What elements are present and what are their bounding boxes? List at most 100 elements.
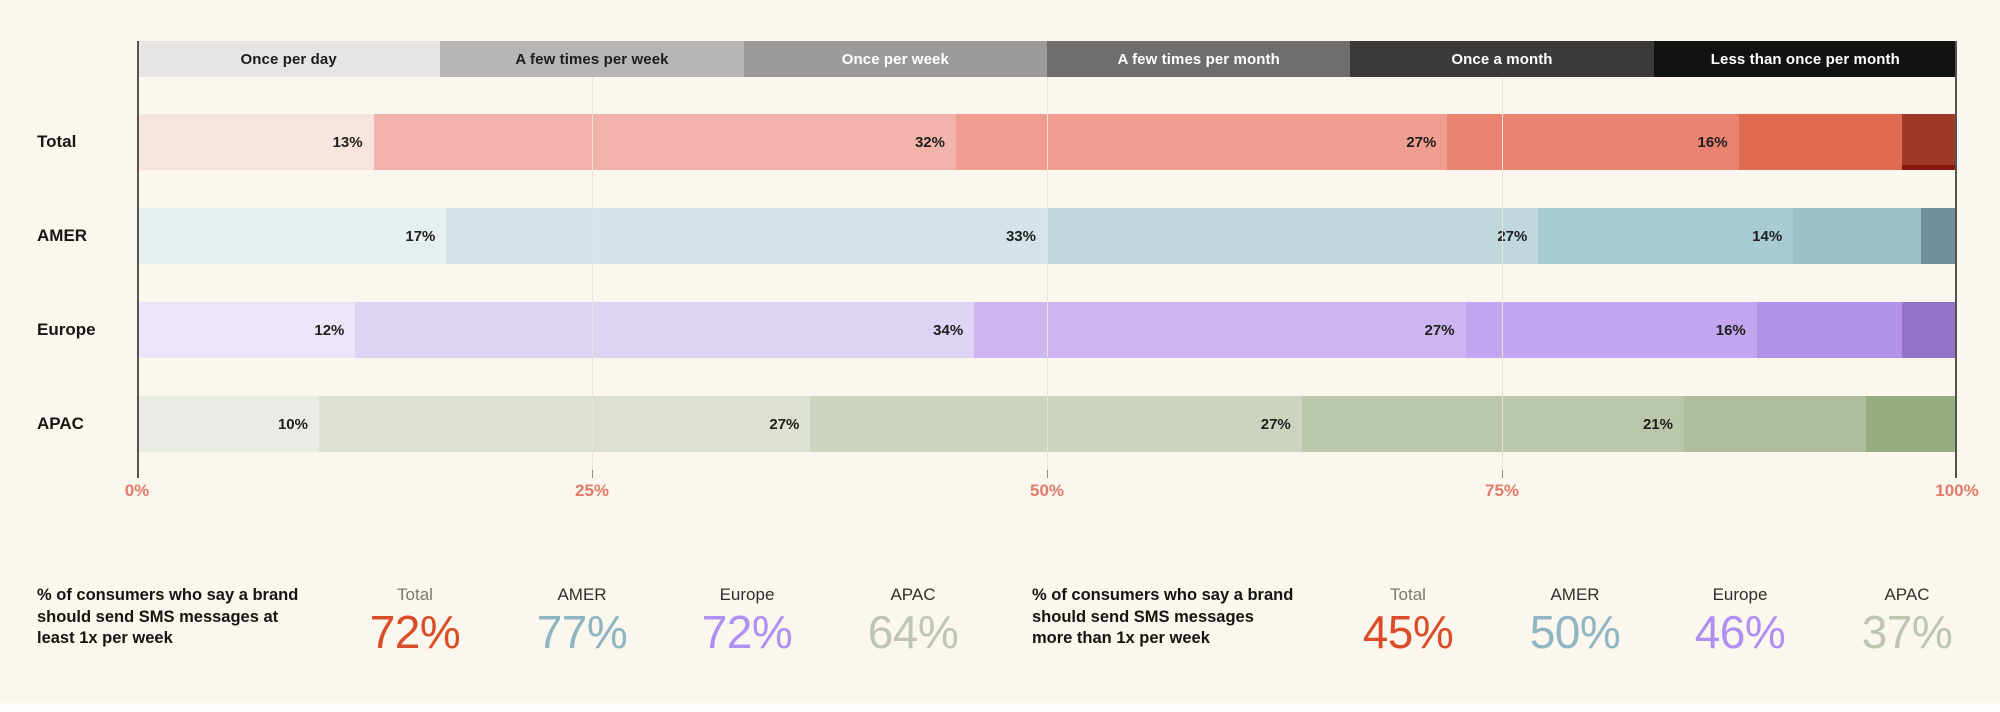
summary-stat-label: AMER — [1550, 585, 1600, 604]
bar-segment-apac-once-a-month — [1683, 396, 1866, 452]
bar-segment-apac-a-few-times-per-month: 21% — [1301, 396, 1684, 452]
summary-stat-value: 45% — [1362, 606, 1454, 658]
summary-stat-label: Total — [1390, 585, 1426, 604]
summary-stat-more-than-1x-total: Total 45% — [1333, 585, 1483, 657]
summary-stat-label: APAC — [890, 585, 936, 604]
bar-segment-value: 12% — [314, 321, 345, 339]
bar-segment-value: 21% — [1642, 415, 1673, 433]
axis-tick-50% — [1047, 470, 1048, 478]
legend-item-label: Once per week — [841, 50, 949, 68]
legend-item-a-few-times-per-week: A few times per week — [440, 41, 744, 77]
bar-europe: 12% 34% 27% 16% — [137, 302, 1957, 358]
bar-segment-amer-less-than-once-per-month — [1920, 208, 1957, 264]
bar-segment-total-once-a-month — [1738, 114, 1903, 170]
summary-stat-value: 72% — [701, 606, 793, 658]
bar-segment-total-a-few-times-per-week: 32% — [373, 114, 956, 170]
bar-segment-value: 27% — [769, 415, 800, 433]
axis-tick-label-50%: 50% — [1029, 481, 1065, 500]
summary-stat-label: AMER — [557, 585, 607, 604]
summary-description-line: % of consumers who say a brand — [37, 586, 299, 604]
bar-segment-value: 17% — [405, 227, 436, 245]
legend-item-label: Once per day — [240, 50, 337, 68]
summary-stat-at-least-1x-apac: APAC 64% — [838, 585, 988, 657]
summary-stat-value: 50% — [1529, 606, 1621, 658]
bar-segment-europe-once-per-week: 27% — [974, 302, 1466, 358]
legend-item-label: A few times per week — [515, 50, 669, 68]
bar-segment-value: 27% — [1406, 133, 1437, 151]
axis-tick-label-100%: 100% — [1935, 481, 1979, 500]
row-label-apac: APAC — [37, 414, 84, 433]
summary-stat-label: Europe — [719, 585, 775, 604]
y-axis-line — [137, 41, 139, 478]
summary-stat-value: 72% — [369, 606, 461, 658]
bar-segment-europe-a-few-times-per-month: 16% — [1465, 302, 1757, 358]
bar-segment-total-less-than-once-per-month — [1902, 114, 1957, 170]
bar-segment-amer-once-per-week: 27% — [1046, 208, 1539, 264]
bar-segment-value: 34% — [933, 321, 964, 339]
bar-segment-value: 32% — [914, 133, 945, 151]
gridline-75% — [1502, 78, 1503, 470]
summary-stat-more-than-1x-amer: AMER 50% — [1500, 585, 1650, 657]
bar-segment-value: 14% — [1752, 227, 1783, 245]
legend-item-label: A few times per month — [1117, 50, 1280, 68]
row-label-europe: Europe — [37, 320, 96, 339]
summary-description-line: % of consumers who say a brand — [1032, 586, 1294, 604]
bar-amer: 17% 33% 27% 14% — [137, 208, 1957, 264]
frequency-legend: Once per day A few times per week Once per… — [137, 41, 1957, 77]
gridline-50% — [1047, 78, 1048, 470]
axis-tick-25% — [592, 470, 593, 478]
bar-segment-amer-once-a-month — [1793, 208, 1921, 264]
bar-segment-value: 16% — [1715, 321, 1746, 339]
row-label-amer: AMER — [37, 226, 88, 245]
legend-item-label: Once a month — [1451, 50, 1553, 68]
bar-segment-europe-less-than-once-per-month — [1902, 302, 1957, 358]
bar-segment-value: 10% — [277, 415, 308, 433]
bar-segment-total-once-per-week: 27% — [955, 114, 1448, 170]
summary-description-line: should send SMS messages — [1032, 607, 1254, 626]
summary-stat-label: Total — [397, 585, 433, 604]
summary-stat-value: 77% — [536, 606, 628, 658]
bar-segment-apac-once-per-week: 27% — [810, 396, 1302, 452]
bar-segment-europe-a-few-times-per-week: 34% — [355, 302, 975, 358]
axis-tick-label-75%: 75% — [1484, 481, 1520, 500]
bar-segment-total-once-per-day: 13% — [137, 114, 374, 170]
summary-stat-more-than-1x-europe: Europe 46% — [1665, 585, 1815, 657]
bar-segment-value: 13% — [332, 133, 363, 151]
bar-segment-value: 27% — [1260, 415, 1291, 433]
legend-item-label: Less than once per month — [1710, 50, 1900, 68]
summary-stat-value: 46% — [1694, 606, 1786, 658]
summary-stat-value: 64% — [867, 606, 959, 658]
bar-segment-apac-less-than-once-per-month — [1865, 396, 1957, 452]
right-boundary-line — [1955, 41, 1957, 478]
summary-stat-more-than-1x-apac: APAC 37% — [1832, 585, 1982, 657]
legend-item-once-per-day: Once per day — [137, 41, 441, 77]
bar-apac: 10% 27% 27% 21% — [137, 396, 1957, 452]
bar-segment-europe-once-per-day: 12% — [137, 302, 356, 358]
legend-item-once-per-week: Once per week — [743, 41, 1047, 77]
summary-description-at-least-1x: % of consumers who say a brand should sen… — [37, 585, 298, 650]
axis-tick-label-25%: 25% — [574, 481, 610, 500]
summary-stat-at-least-1x-total: Total 72% — [340, 585, 490, 657]
bar-segment-value: 16% — [1697, 133, 1728, 151]
bar-total: 13% 32% 27% 16% — [137, 114, 1957, 170]
row-label-total: Total — [37, 132, 77, 151]
bar-segment-europe-once-a-month — [1756, 302, 1903, 358]
legend-item-a-few-times-per-month: A few times per month — [1046, 41, 1351, 77]
summary-stat-value: 37% — [1861, 606, 1953, 658]
bar-segment-apac-a-few-times-per-week: 27% — [319, 396, 811, 452]
summary-description-more-than-1x: % of consumers who say a brand should sen… — [1032, 585, 1293, 650]
bar-segment-value: 27% — [1424, 321, 1455, 339]
summary-description-line: more than 1x per week — [1032, 629, 1210, 647]
bar-segment-total-a-few-times-per-month: 16% — [1447, 114, 1739, 170]
bar-segment-amer-once-per-day: 17% — [137, 208, 447, 264]
page-bottom-edge — [0, 703, 2000, 712]
summary-description-line: least 1x per week — [37, 629, 173, 647]
summary-stat-at-least-1x-amer: AMER 77% — [507, 585, 657, 657]
bar-segment-amer-a-few-times-per-week: 33% — [446, 208, 1047, 264]
bar-segment-amer-a-few-times-per-month: 14% — [1538, 208, 1794, 264]
gridline-25% — [592, 78, 593, 470]
axis-tick-label-0%: 0% — [124, 481, 150, 500]
bar-segment-value: 27% — [1497, 227, 1528, 245]
summary-stat-label: Europe — [1712, 585, 1768, 604]
